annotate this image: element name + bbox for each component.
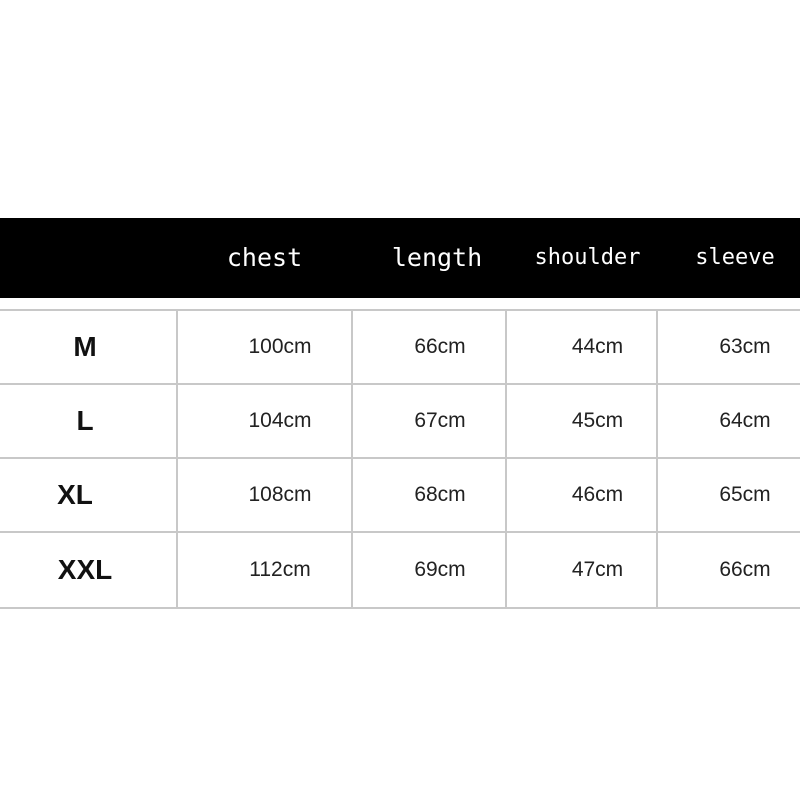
length-value: 69cm bbox=[414, 558, 466, 581]
chest-value: 112cm bbox=[249, 558, 311, 581]
column-divider bbox=[505, 310, 507, 608]
shoulder-value: 45cm bbox=[571, 409, 624, 432]
shoulder-value: 47cm bbox=[571, 558, 624, 581]
shoulder-value: 44cm bbox=[571, 335, 624, 358]
table-row: L 104cm 67cm 45cm 64cm bbox=[0, 385, 800, 459]
sleeve-value: 63cm bbox=[719, 335, 771, 358]
size-label: M bbox=[73, 331, 97, 362]
divider bbox=[0, 309, 800, 311]
header-shoulder: shoulder bbox=[534, 245, 641, 270]
shoulder-value: 46cm bbox=[571, 483, 624, 506]
table-row: XXL 112cm 69cm 47cm 66cm bbox=[0, 533, 800, 609]
size-label: XXL bbox=[57, 554, 113, 585]
column-divider bbox=[176, 310, 178, 608]
length-value: 67cm bbox=[414, 409, 466, 432]
table-row: XL 108cm 68cm 46cm 65cm bbox=[0, 459, 800, 533]
header-length: length bbox=[391, 243, 483, 272]
column-divider bbox=[351, 310, 353, 608]
table-row: M 100cm 66cm 44cm 63cm bbox=[0, 311, 800, 385]
length-value: 66cm bbox=[414, 335, 466, 358]
sleeve-value: 65cm bbox=[719, 483, 771, 506]
sleeve-value: 66cm bbox=[719, 558, 771, 581]
header-chest: chest bbox=[226, 243, 303, 272]
sleeve-value: 64cm bbox=[719, 409, 771, 432]
column-divider bbox=[656, 310, 658, 608]
table-header: chest length shoulder sleeve bbox=[0, 218, 800, 298]
length-value: 68cm bbox=[414, 483, 466, 506]
chest-value: 100cm bbox=[248, 335, 312, 358]
size-label: XL bbox=[57, 479, 93, 510]
header-sleeve: sleeve bbox=[695, 245, 775, 270]
size-label: L bbox=[76, 405, 94, 436]
chest-value: 104cm bbox=[248, 409, 312, 432]
chest-value: 108cm bbox=[248, 483, 312, 506]
